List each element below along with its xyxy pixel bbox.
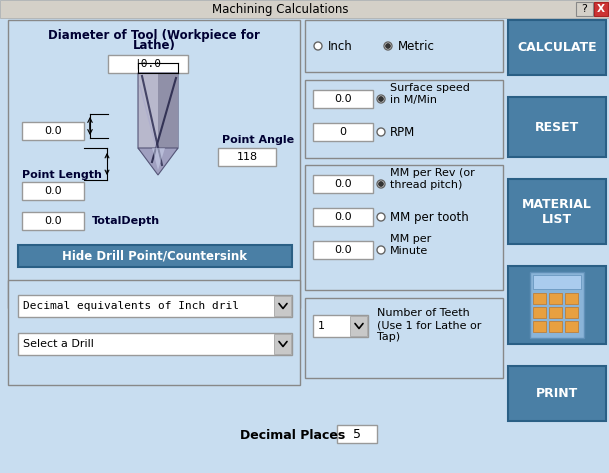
Text: RESET: RESET <box>535 121 579 133</box>
Text: X: X <box>597 4 605 14</box>
Polygon shape <box>138 148 178 175</box>
Bar <box>18 295 292 317</box>
Bar <box>350 316 367 336</box>
Bar <box>274 334 291 354</box>
Bar <box>508 97 606 157</box>
Text: 0.0: 0.0 <box>334 245 352 255</box>
Bar <box>549 307 562 318</box>
Bar <box>533 321 546 332</box>
Bar <box>0 0 609 18</box>
Bar <box>313 90 373 108</box>
Text: MM per tooth: MM per tooth <box>390 210 469 224</box>
Text: Point Length: Point Length <box>22 170 102 180</box>
Bar <box>305 298 503 378</box>
Text: 0: 0 <box>339 127 347 137</box>
Text: 0.0: 0.0 <box>334 212 352 222</box>
Circle shape <box>385 44 390 48</box>
Polygon shape <box>158 73 178 168</box>
Bar <box>313 175 373 193</box>
Text: Diameter of Tool (Workpiece for: Diameter of Tool (Workpiece for <box>48 28 260 42</box>
Text: 118: 118 <box>236 152 258 162</box>
Polygon shape <box>152 148 165 170</box>
Text: Point Angle: Point Angle <box>222 135 294 145</box>
Text: PRINT: PRINT <box>536 387 578 400</box>
Bar <box>549 293 562 304</box>
Bar <box>594 2 608 16</box>
Bar <box>108 55 188 73</box>
Text: Decimal Places: Decimal Places <box>240 429 345 441</box>
Text: 5: 5 <box>353 428 361 440</box>
Bar <box>22 212 84 230</box>
Bar <box>305 80 503 158</box>
Bar <box>8 20 300 308</box>
Text: Select a Drill: Select a Drill <box>23 339 94 349</box>
Bar <box>533 293 546 304</box>
Text: Surface speed
in M/Min: Surface speed in M/Min <box>390 83 470 105</box>
Text: RPM: RPM <box>390 125 415 139</box>
Bar <box>18 245 292 267</box>
Bar <box>508 179 606 244</box>
Text: MM per Rev (or
thread pitch): MM per Rev (or thread pitch) <box>390 168 475 190</box>
Bar <box>508 366 606 421</box>
Text: Metric: Metric <box>398 40 435 53</box>
Text: 0.0: 0.0 <box>44 216 62 226</box>
Text: 0.0: 0.0 <box>334 179 352 189</box>
Text: Inch: Inch <box>328 40 353 53</box>
Bar <box>576 2 593 16</box>
Text: Lathe): Lathe) <box>133 38 175 52</box>
Text: CALCULATE: CALCULATE <box>517 41 597 54</box>
Text: TotalDepth: TotalDepth <box>92 216 160 226</box>
Text: 0.0: 0.0 <box>334 94 352 104</box>
Bar <box>565 293 578 304</box>
Bar <box>305 20 503 72</box>
Bar <box>313 315 368 337</box>
Circle shape <box>377 246 385 254</box>
Bar <box>565 307 578 318</box>
Text: 0.0: 0.0 <box>44 126 62 136</box>
Circle shape <box>384 42 392 50</box>
Bar <box>218 148 276 166</box>
Circle shape <box>377 180 385 188</box>
Bar <box>549 321 562 332</box>
Text: MM per
Minute: MM per Minute <box>390 234 431 256</box>
Circle shape <box>377 95 385 103</box>
Bar <box>533 275 581 289</box>
Text: Decimal equivalents of Inch dril: Decimal equivalents of Inch dril <box>23 301 239 311</box>
Bar <box>313 208 373 226</box>
Bar <box>274 296 291 316</box>
Bar <box>565 321 578 332</box>
Bar <box>508 266 606 344</box>
Circle shape <box>377 213 385 221</box>
Text: MATERIAL
LIST: MATERIAL LIST <box>522 198 592 226</box>
Circle shape <box>379 182 383 186</box>
Circle shape <box>377 128 385 136</box>
Circle shape <box>379 97 383 101</box>
Text: |0.0: |0.0 <box>135 59 161 69</box>
Text: ?: ? <box>581 4 587 14</box>
Bar <box>18 333 292 355</box>
Bar <box>533 307 546 318</box>
Text: Number of Teeth
(Use 1 for Lathe or
Tap): Number of Teeth (Use 1 for Lathe or Tap) <box>377 308 481 342</box>
Bar <box>337 425 377 443</box>
Circle shape <box>314 42 322 50</box>
Text: 0.0: 0.0 <box>44 186 62 196</box>
Bar <box>508 20 606 75</box>
Bar <box>313 123 373 141</box>
Text: Hide Drill Point/Countersink: Hide Drill Point/Countersink <box>63 249 247 263</box>
Text: 1: 1 <box>318 321 325 331</box>
Polygon shape <box>138 73 178 168</box>
Bar <box>313 241 373 259</box>
Bar <box>305 165 503 290</box>
Bar <box>22 122 84 140</box>
Bar <box>8 280 300 385</box>
Bar <box>530 272 584 338</box>
Text: Machining Calculations: Machining Calculations <box>212 2 348 16</box>
Bar <box>22 182 84 200</box>
